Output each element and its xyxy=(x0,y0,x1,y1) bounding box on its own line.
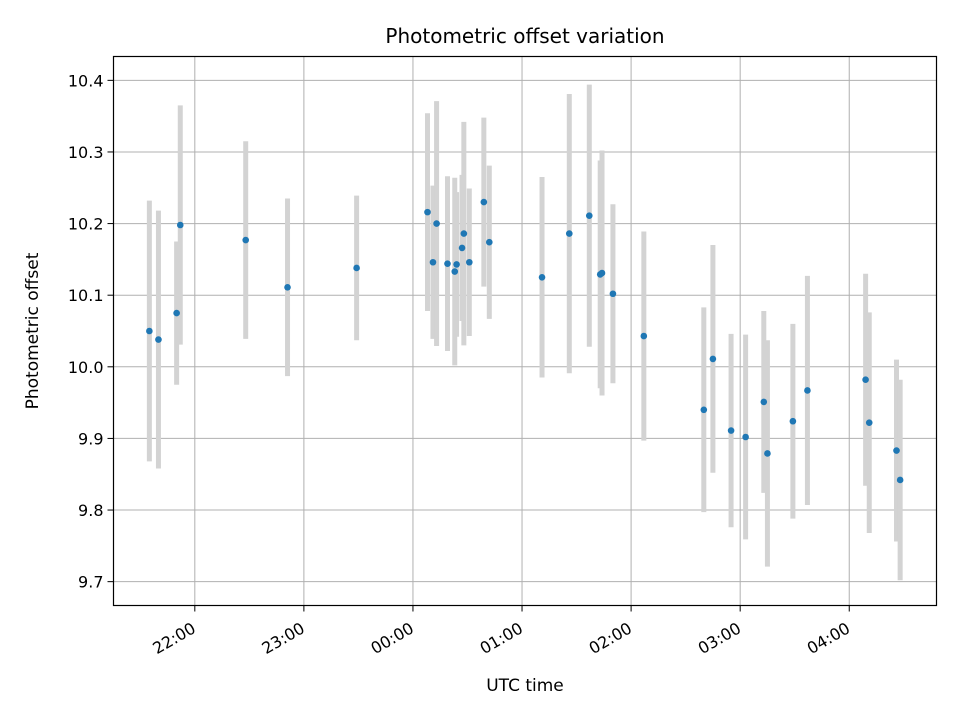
data-point xyxy=(893,447,900,454)
x-tick-label: 04:00 xyxy=(804,619,853,659)
y-axis-ticks: 9.7 9.8 9.9 10.0 10.1 10.2 10.3 10.4 xyxy=(68,71,114,592)
data-points xyxy=(146,198,904,484)
data-point xyxy=(480,198,488,206)
data-point xyxy=(598,269,606,277)
data-point xyxy=(433,220,440,227)
x-tick-label: 03:00 xyxy=(695,619,744,659)
data-point xyxy=(451,268,459,275)
y-tick-label: 10.3 xyxy=(68,143,104,162)
data-point xyxy=(862,376,869,383)
data-point xyxy=(173,309,180,317)
x-axis-label: UTC time xyxy=(486,676,564,696)
data-point xyxy=(242,236,250,244)
data-point xyxy=(458,244,466,252)
x-tick-label: 01:00 xyxy=(477,619,526,659)
data-point xyxy=(176,221,184,229)
y-tick-label: 10.4 xyxy=(68,71,104,90)
data-point xyxy=(609,290,617,298)
data-point xyxy=(896,476,904,484)
data-point xyxy=(453,261,460,268)
y-tick-label: 9.7 xyxy=(78,573,103,592)
data-point xyxy=(146,327,153,335)
x-tick-label: 23:00 xyxy=(258,619,307,659)
data-point xyxy=(155,336,162,343)
data-point xyxy=(429,258,437,266)
data-point xyxy=(789,417,797,425)
x-tick-label: 02:00 xyxy=(586,619,635,659)
data-point xyxy=(700,406,708,414)
chart-title: Photometric offset variation xyxy=(385,24,664,48)
y-tick-label: 10.2 xyxy=(68,215,104,234)
data-point xyxy=(284,284,291,291)
grid xyxy=(113,56,937,606)
data-point xyxy=(565,230,573,237)
y-tick-label: 10.1 xyxy=(68,286,104,305)
data-point xyxy=(585,212,593,219)
data-point xyxy=(444,260,451,267)
data-point xyxy=(640,332,648,340)
y-tick-label: 9.9 xyxy=(78,429,103,448)
data-point xyxy=(865,419,873,426)
error-bars xyxy=(146,84,903,581)
plot-frame xyxy=(112,55,938,607)
x-tick-label: 22:00 xyxy=(149,619,198,659)
data-point xyxy=(466,258,473,266)
data-point xyxy=(353,264,360,272)
data-point xyxy=(742,433,749,441)
y-axis-label: Photometric offset xyxy=(23,252,43,409)
x-tick-label: 00:00 xyxy=(368,619,417,659)
y-tick-label: 10.0 xyxy=(68,358,104,377)
data-point xyxy=(486,238,493,246)
data-point xyxy=(760,398,768,406)
data-point xyxy=(764,450,771,457)
data-point xyxy=(538,273,546,281)
x-axis-ticks: 22:00 23:00 00:00 01:00 02:00 03:00 04:00 xyxy=(149,605,853,659)
data-point xyxy=(804,387,811,394)
data-point xyxy=(727,427,735,434)
y-tick-label: 9.8 xyxy=(78,501,103,520)
data-point xyxy=(424,208,431,216)
data-point xyxy=(709,355,717,363)
data-point xyxy=(460,230,468,237)
